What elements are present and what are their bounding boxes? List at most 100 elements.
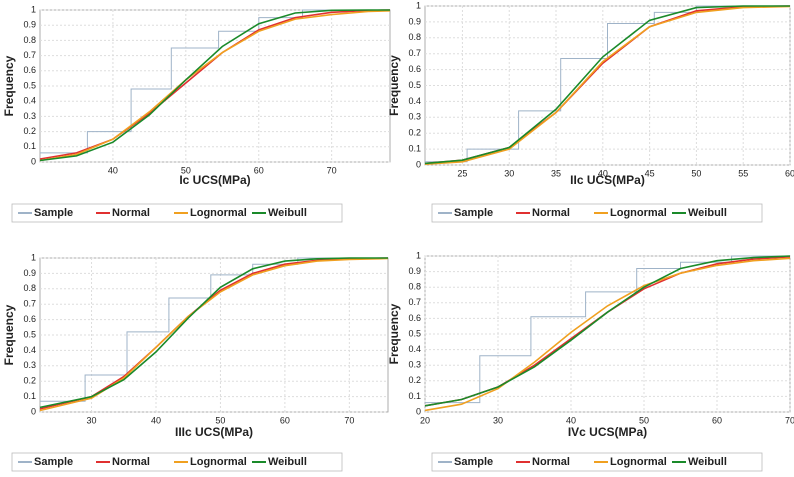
y-tick-label: 0.3 [408,112,421,122]
sample-step [425,255,790,404]
y-tick-label: 0 [416,406,421,416]
y-tick-label: 0.2 [23,376,36,386]
legend-label: Sample [454,207,493,219]
cdf-line [39,257,388,409]
x-tick-label: 20 [420,415,430,425]
x-tick-label: 60 [254,165,264,175]
panel: 0 0.1 0.2 0.3 0.4 0.5 0.6 0.7 0.8 0.9 1 30 40 50 60 70 I… [2,252,389,472]
y-tick-label: 0.9 [408,266,421,276]
y-tick-label: 0.5 [23,80,36,90]
y-tick-label: 0.4 [408,96,421,106]
legend-label: Normal [532,207,570,219]
x-tick-label: 25 [457,168,467,178]
x-axis-label: IIc UCS(MPa) [570,173,645,187]
x-tick-label: 60 [280,415,290,425]
y-tick-label: 1 [31,252,36,262]
y-tick-label: 1 [31,4,36,14]
y-tick-label: 0.2 [23,126,36,136]
x-axis-label: Ic UCS(MPa) [179,173,250,187]
y-tick-label: 0.5 [23,329,36,339]
y-tick-label: 0.6 [23,314,36,324]
x-tick-label: 30 [87,415,97,425]
panel: 0 0.1 0.2 0.3 0.4 0.5 0.6 0.7 0.8 0.9 1 25 30 35 40 45 5… [387,0,794,223]
legend-label: Sample [34,456,73,468]
y-tick-label: 0.4 [408,344,421,354]
legend-label: Lognormal [610,207,667,219]
x-tick-label: 40 [598,168,608,178]
cdf-line [39,10,391,162]
y-tick-label: 0.6 [23,65,36,75]
legend-label: Weibull [688,207,727,219]
legend-label: Weibull [268,207,307,219]
x-tick-label: 50 [215,415,225,425]
y-tick-label: 0.8 [23,283,36,293]
x-tick-label: 50 [639,415,649,425]
y-tick-label: 0.1 [23,391,36,401]
legend-label: Lognormal [610,456,667,468]
y-tick-label: 0.4 [23,96,36,106]
y-tick-label: 0.8 [23,35,36,45]
y-tick-label: 0.4 [23,345,36,355]
x-axis-label: IVc UCS(MPa) [568,425,647,439]
x-tick-label: 70 [327,165,337,175]
legend-label: Lognormal [190,456,247,468]
x-tick-label: 45 [645,168,655,178]
y-tick-label: 0.8 [408,32,421,42]
y-tick-label: 0.1 [23,141,36,151]
legend-label: Weibull [268,456,307,468]
y-tick-label: 1 [416,0,421,10]
y-axis-label: Frequency [2,55,16,116]
y-tick-label: 0.3 [408,360,421,370]
y-tick-label: 0.7 [23,299,36,309]
panel: 0 0.1 0.2 0.3 0.4 0.5 0.6 0.7 0.8 0.9 1 20 30 40 50 60 7… [387,250,794,472]
x-tick-label: 30 [493,415,503,425]
y-axis-label: Frequency [387,303,401,364]
x-tick-label: 60 [712,415,722,425]
x-tick-label: 60 [785,168,794,178]
y-tick-label: 0.7 [408,48,421,58]
y-tick-label: 0.1 [408,143,421,153]
y-tick-label: 0.9 [23,268,36,278]
y-tick-label: 0.2 [408,128,421,138]
cdf-line [424,257,791,412]
x-tick-label: 40 [151,415,161,425]
y-tick-label: 0.8 [408,282,421,292]
legend-label: Normal [112,456,150,468]
y-tick-label: 0 [416,159,421,169]
y-tick-label: 0.3 [23,111,36,121]
x-tick-label: 40 [108,165,118,175]
cdf-line [39,9,390,162]
y-tick-label: 1 [416,250,421,260]
y-tick-label: 0.3 [23,360,36,370]
x-tick-label: 50 [181,165,191,175]
x-tick-label: 55 [738,168,748,178]
legend-label: Normal [112,207,150,219]
legend-label: Weibull [688,456,727,468]
y-tick-label: 0.7 [23,50,36,60]
y-tick-label: 0.1 [408,391,421,401]
legend-label: Sample [454,456,493,468]
cdf-line [424,5,791,165]
y-tick-label: 0.9 [23,20,36,30]
legend-label: Sample [34,207,73,219]
x-tick-label: 30 [504,168,514,178]
x-tick-label: 40 [566,415,576,425]
y-tick-label: 0.2 [408,375,421,385]
y-axis-label: Frequency [2,304,16,365]
x-tick-label: 50 [691,168,701,178]
y-tick-label: 0 [31,156,36,166]
y-tick-label: 0.6 [408,313,421,323]
panel: 0 0.1 0.2 0.3 0.4 0.5 0.6 0.7 0.8 0.9 1 40 50 60 70 Ic … [2,4,391,223]
y-tick-label: 0.5 [408,328,421,338]
x-tick-label: 70 [785,415,794,425]
cdf-line [424,5,790,165]
y-tick-label: 0.6 [408,64,421,74]
y-tick-label: 0 [31,406,36,416]
y-axis-label: Frequency [387,55,401,116]
x-tick-label: 35 [551,168,561,178]
legend-label: Normal [532,456,570,468]
cdf-line [424,255,791,407]
y-tick-label: 0.7 [408,297,421,307]
y-tick-label: 0.5 [408,80,421,90]
